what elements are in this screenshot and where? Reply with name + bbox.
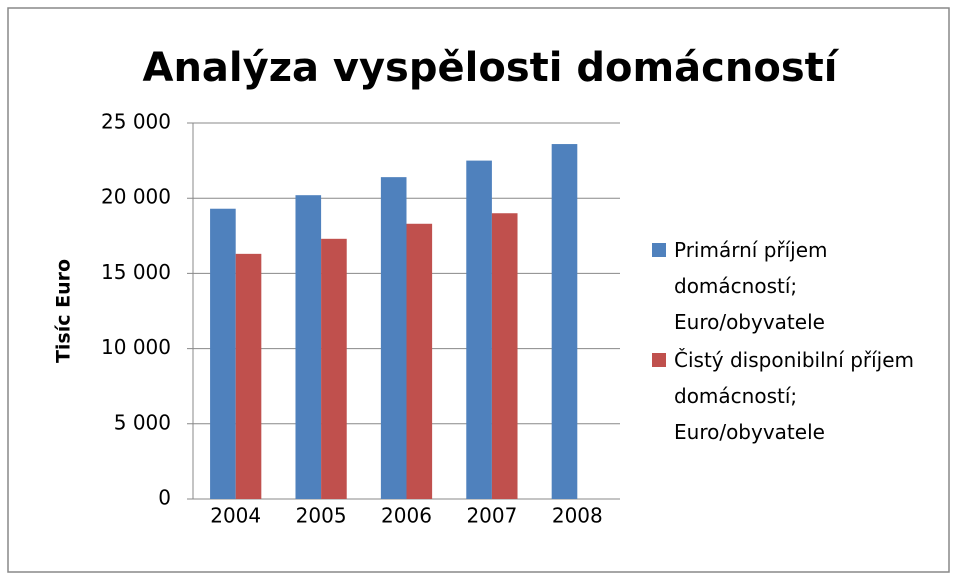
x-tick-label: 2006 <box>381 504 432 528</box>
y-tick-label: 10 000 <box>101 335 171 359</box>
bar <box>491 213 518 500</box>
x-tick-label: 2007 <box>466 504 517 528</box>
bar <box>235 253 262 499</box>
bar <box>210 208 236 499</box>
legend-label: Čistý disponibilní příjem domácností; Eu… <box>674 348 915 444</box>
x-tick-label: 2004 <box>210 504 261 528</box>
legend-label: Primární příjem domácností; Euro/obyvate… <box>674 238 828 334</box>
legend-entry: Primární příjem domácností; Euro/obyvate… <box>652 232 947 340</box>
legend-entry: Čistý disponibilní příjem domácností; Eu… <box>652 342 947 450</box>
x-tick-label: 2008 <box>552 504 603 528</box>
bar <box>380 177 407 500</box>
legend-swatch <box>652 353 666 367</box>
legend-swatch <box>652 243 666 257</box>
x-tick-label: 2005 <box>296 504 347 528</box>
bar <box>295 195 322 499</box>
chart-title: Analýza vyspělosti domácností <box>143 45 840 91</box>
y-axis-label: Tisíc Euro <box>53 259 75 363</box>
bar <box>321 238 347 500</box>
y-tick-label: 0 <box>158 486 171 510</box>
bar <box>406 223 433 499</box>
bar <box>551 144 578 499</box>
y-tick-label: 5 000 <box>114 410 171 434</box>
y-tick-label: 20 000 <box>101 185 171 209</box>
bar <box>466 160 492 499</box>
y-tick-label: 15 000 <box>101 260 171 284</box>
legend: Primární příjem domácností; Euro/obyvate… <box>652 232 947 452</box>
y-tick-label: 25 000 <box>101 110 171 134</box>
